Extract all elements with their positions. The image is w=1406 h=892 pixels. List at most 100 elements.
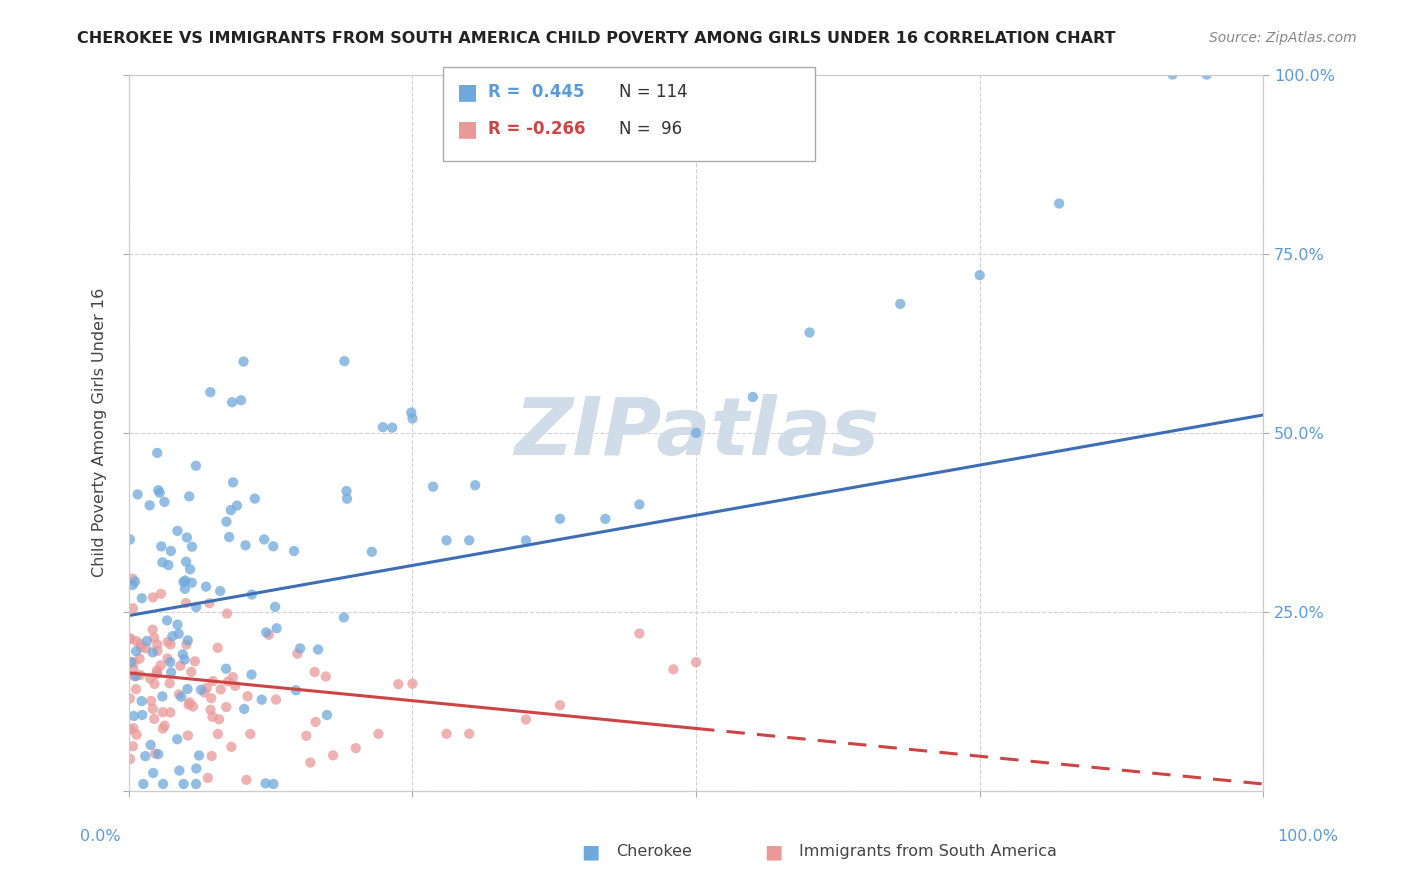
Point [200, 703, 222, 717]
Point [139, 672, 162, 686]
Point [142, 623, 165, 637]
Text: ■: ■ [457, 120, 478, 139]
Point [548, 512, 571, 526]
Point [201, 674, 224, 689]
Point [233, 702, 256, 716]
Point [889, 297, 911, 311]
Point [287, 647, 309, 661]
Point [595, 512, 617, 526]
Text: Source: ZipAtlas.com: Source: ZipAtlas.com [1209, 31, 1357, 45]
Point [257, 628, 280, 642]
Point [124, 669, 146, 683]
Point [122, 656, 145, 670]
Point [143, 712, 166, 726]
Point [215, 607, 238, 621]
Text: ZIPatlas: ZIPatlas [513, 394, 879, 472]
Point [1161, 68, 1184, 82]
Point [146, 637, 169, 651]
Point [150, 540, 173, 554]
Point [156, 635, 179, 649]
Point [174, 596, 197, 610]
Point [162, 629, 184, 643]
Point [121, 578, 143, 592]
Text: N =  96: N = 96 [619, 120, 682, 138]
Point [685, 655, 707, 669]
Point [170, 690, 193, 704]
Point [969, 268, 991, 282]
Point [172, 648, 194, 662]
Point [125, 644, 148, 658]
Point [135, 641, 157, 656]
Point [176, 638, 198, 652]
Point [288, 641, 311, 656]
Point [333, 354, 356, 368]
Point [146, 446, 169, 460]
Point [125, 634, 148, 648]
Point [741, 390, 763, 404]
Point [157, 558, 180, 572]
Point [381, 420, 404, 434]
Point [134, 749, 156, 764]
Point [239, 727, 262, 741]
Point [174, 574, 197, 588]
Text: 100.0%: 100.0% [1278, 830, 1339, 844]
Point [131, 694, 153, 708]
Point [336, 491, 359, 506]
Point [146, 664, 169, 678]
Point [422, 480, 444, 494]
Point [172, 574, 194, 589]
Point [360, 545, 382, 559]
Point [371, 420, 394, 434]
Point [264, 692, 287, 706]
Text: 0.0%: 0.0% [80, 830, 121, 844]
Point [176, 531, 198, 545]
Text: Immigrants from South America: Immigrants from South America [799, 845, 1056, 859]
Point [152, 777, 174, 791]
Point [173, 582, 195, 596]
Point [120, 632, 142, 646]
Point [222, 475, 245, 490]
Point [122, 601, 145, 615]
Point [179, 695, 201, 709]
Point [200, 691, 222, 706]
Point [128, 651, 150, 665]
Point [129, 640, 152, 655]
Point [685, 425, 707, 440]
Text: ■: ■ [581, 842, 600, 862]
Point [253, 533, 276, 547]
Point [215, 515, 238, 529]
Point [184, 777, 207, 791]
Point [145, 667, 167, 681]
Point [188, 748, 211, 763]
Point [243, 491, 266, 506]
Point [169, 658, 191, 673]
Point [142, 766, 165, 780]
Point [156, 651, 179, 665]
Point [548, 698, 571, 713]
Point [181, 540, 204, 554]
Text: ■: ■ [763, 842, 783, 862]
Point [307, 642, 329, 657]
Point [285, 683, 308, 698]
Text: R = -0.266: R = -0.266 [488, 120, 585, 138]
Point [458, 533, 481, 548]
Point [120, 752, 142, 766]
Point [458, 727, 481, 741]
Point [184, 458, 207, 473]
Point [436, 533, 458, 548]
Point [264, 599, 287, 614]
Point [160, 665, 183, 680]
Point [159, 655, 181, 669]
Point [217, 674, 239, 689]
Point [628, 498, 651, 512]
Point [224, 679, 246, 693]
Point [464, 478, 486, 492]
Point [184, 599, 207, 614]
Point [169, 764, 191, 778]
Point [118, 691, 141, 706]
Point [149, 587, 172, 601]
Point [218, 530, 240, 544]
Point [322, 748, 344, 763]
Point [240, 667, 263, 681]
Point [142, 591, 165, 605]
